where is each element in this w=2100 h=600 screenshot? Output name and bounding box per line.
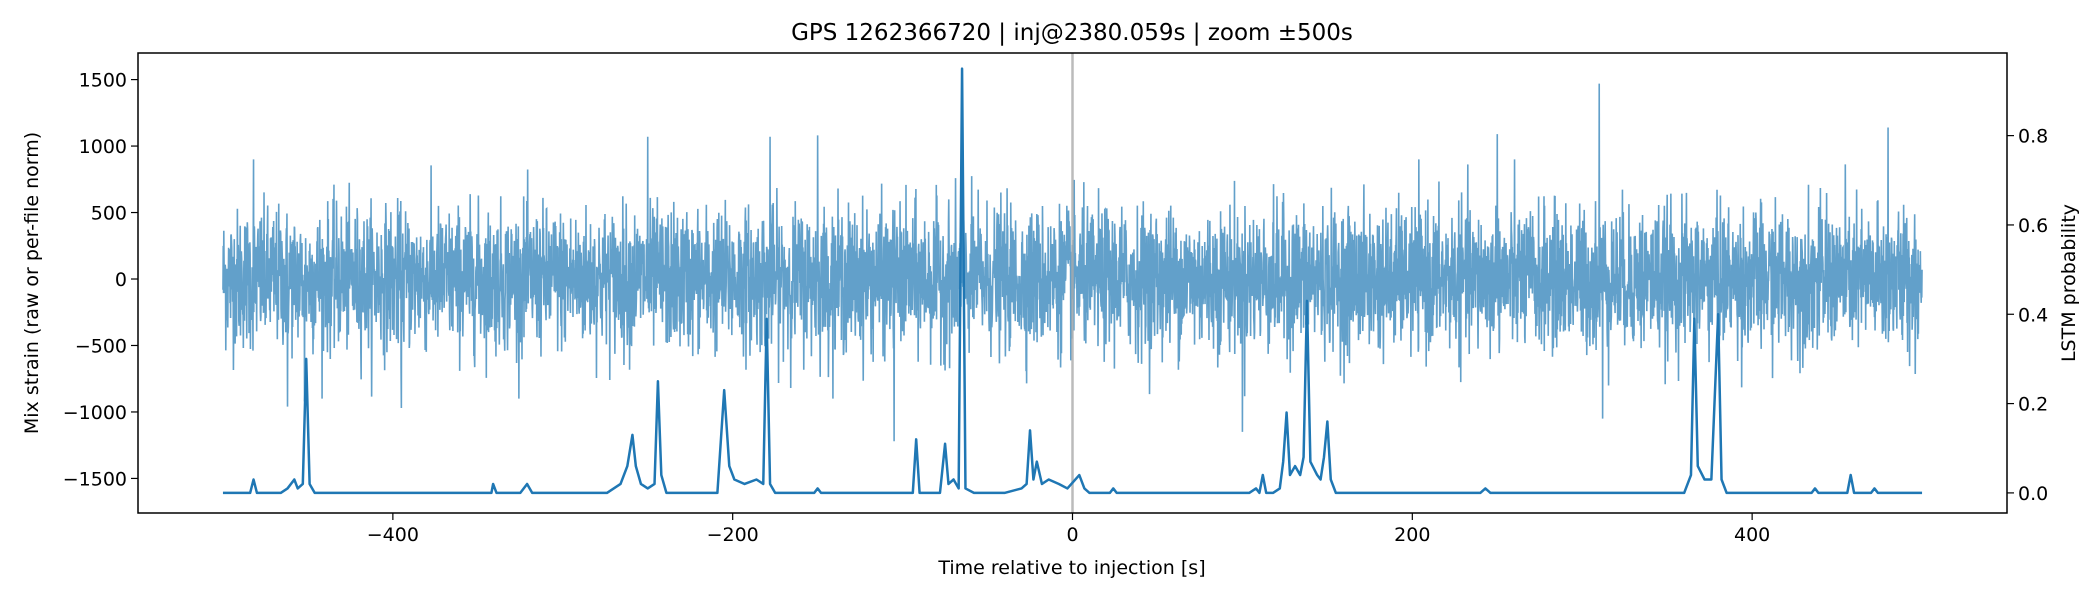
x-tick-label: 0	[1066, 524, 1078, 546]
series-layer	[222, 53, 1923, 513]
x-axis: −400 −200 0 200 400	[367, 513, 1770, 546]
x-axis-label: Time relative to injection [s]	[937, 557, 1205, 579]
y-axis-right-label: LSTM probability	[2058, 204, 2080, 362]
y-axis-left-label: Mix strain (raw or per-file norm)	[21, 132, 43, 434]
y-left-tick-label: −500	[75, 335, 127, 357]
y-right-tick-label: 0.0	[2018, 483, 2048, 505]
y-right-tick-label: 0.8	[2018, 126, 2048, 148]
probability-series-line	[222, 67, 1923, 495]
x-tick-label: 400	[1734, 524, 1770, 546]
x-tick-label: 200	[1394, 524, 1430, 546]
y-right-tick-label: 0.6	[2018, 215, 2048, 237]
chart-title: GPS 1262366720 | inj@2380.059s | zoom ±5…	[791, 20, 1353, 46]
y-left-tick-label: −1000	[63, 402, 127, 424]
y-right-tick-label: 0.4	[2018, 304, 2048, 326]
y-right-tick-label: 0.2	[2018, 394, 2048, 416]
x-tick-label: −200	[707, 524, 759, 546]
y-left-tick-label: 0	[115, 269, 127, 291]
x-tick-label: −400	[367, 524, 419, 546]
y-axis-left: −1500 −1000 −500 0 500 1000 1500	[63, 70, 138, 490]
y-left-tick-label: 1000	[79, 136, 127, 158]
y-axis-right: 0.0 0.2 0.4 0.6 0.8	[2007, 126, 2048, 505]
y-left-tick-label: 500	[91, 203, 127, 225]
y-left-tick-label: 1500	[79, 70, 127, 92]
y-left-tick-label: −1500	[63, 468, 127, 490]
